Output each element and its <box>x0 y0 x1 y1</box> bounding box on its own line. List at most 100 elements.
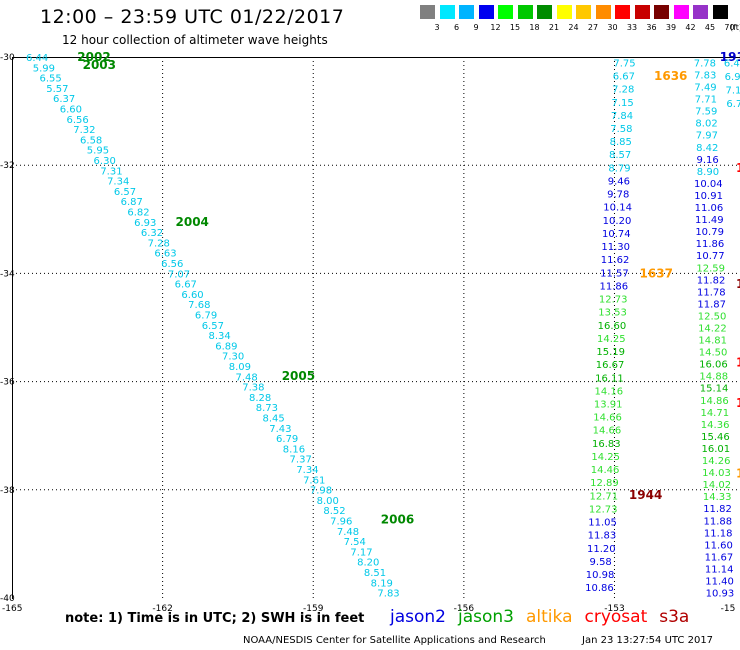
track-b-swh-label: 8.57 <box>609 150 631 161</box>
track-b-swh-label: 7.28 <box>612 85 634 96</box>
map-plot[interactable] <box>12 57 740 599</box>
track-c-swh-label: 14.50 <box>699 348 728 359</box>
track-a-swh-label: 7.54 <box>344 537 366 548</box>
mission-altika: altika <box>526 607 573 627</box>
track-a-swh-label: 6.55 <box>39 74 61 85</box>
track-a-swh-label: 7.37 <box>290 455 312 466</box>
track-b-swh-label: 9.78 <box>607 190 629 201</box>
track-c-swh-label: 14.03 <box>702 468 731 479</box>
legend-label-33: 33 <box>626 23 638 32</box>
track-c-swh-label: 11.67 <box>705 552 734 563</box>
legend-swatch-15 <box>498 5 513 19</box>
legend-label-39: 39 <box>665 23 677 32</box>
track-a-swh-label: 5.57 <box>46 84 68 95</box>
track-a-swh-label: 6.44 <box>26 53 48 64</box>
track-a-swh-label: 8.16 <box>283 444 305 455</box>
legend-swatch-9 <box>459 5 474 19</box>
track-a-swh-label: 8.28 <box>249 393 271 404</box>
legend-swatch-70 <box>712 5 728 19</box>
track-a-swh-label: 7.61 <box>303 475 325 486</box>
mission-s3a: s3a <box>659 607 690 627</box>
legend-swatch-36 <box>634 5 650 19</box>
legend-swatch-12 <box>478 5 494 19</box>
track-a-swh-label: 6.79 <box>195 310 217 321</box>
track-b-swh-label: 11.83 <box>588 531 617 542</box>
track-b-swh-label: 11.86 <box>600 281 629 292</box>
y-tick-label: -36 <box>0 378 15 388</box>
legend-swatch-24 <box>556 5 572 19</box>
mission-legend: jason2 jason3 altika cryosat s3a <box>390 607 701 627</box>
track-c-swh-label: 15.46 <box>701 432 730 443</box>
legend-label-24: 24 <box>568 23 579 32</box>
track-c-swh-label: 11.40 <box>705 577 734 588</box>
track-b-swh-label: 11.57 <box>600 268 629 279</box>
track-a-time-label: 2002 <box>77 50 110 64</box>
legend-swatch-39 <box>654 5 669 19</box>
legend-swatch-27 <box>576 5 591 19</box>
track-b-swh-label: 12.71 <box>589 491 618 502</box>
track-c-swh-label: 14.88 <box>699 372 728 383</box>
track-c-swh-label: 7.71 <box>695 95 717 106</box>
track-c-swh-label: 10.79 <box>695 227 724 238</box>
legend-label-30: 30 <box>607 23 618 32</box>
track-c-swh-label: 9.16 <box>696 155 718 166</box>
track-b-swh-label: 16.11 <box>595 373 624 384</box>
track-c-swh-label: 8.42 <box>696 143 718 154</box>
track-a-swh-label: 6.57 <box>202 321 224 332</box>
track-a-swh-label: 7.38 <box>242 383 264 394</box>
x-tick-label: -165 <box>2 604 22 614</box>
track-b-swh-label: 10.14 <box>603 203 632 214</box>
track-a-swh-label: 7.17 <box>350 547 372 558</box>
track-d-time-label: 131 <box>736 396 740 410</box>
x-tick-label: -156 <box>454 604 475 614</box>
track-a-swh-label: 7.83 <box>377 589 399 600</box>
track-c-swh-label: 10.91 <box>694 191 723 202</box>
track-b-swh-label: 10.98 <box>586 570 615 581</box>
track-a-swh-label: 7.98 <box>310 486 332 497</box>
track-a-swh-label: 6.79 <box>276 434 298 445</box>
x-tick-label: -162 <box>152 604 172 614</box>
track-c-swh-label: 14.81 <box>698 336 727 347</box>
legend-label-45: 45 <box>704 23 716 32</box>
track-b-swh-label: 11.30 <box>601 242 630 253</box>
track-b-swh-label: 16.67 <box>596 360 625 371</box>
track-b-time-label: 1944 <box>629 488 662 502</box>
track-a-swh-label: 7.28 <box>148 238 170 249</box>
x-tick-label: -159 <box>303 604 324 614</box>
track-a-swh-label: 8.34 <box>208 331 230 342</box>
track-a-swh-label: 7.68 <box>188 300 210 311</box>
y-tick-label: -30 <box>0 53 15 63</box>
y-tick-label: -40 <box>0 594 15 604</box>
track-c-swh-label: 14.22 <box>698 324 727 335</box>
track-c-swh-label: 11.88 <box>704 516 733 527</box>
track-a-swh-label: 6.57 <box>114 187 136 198</box>
track-a-swh-label: 5.95 <box>87 146 109 157</box>
track-c-swh-label: 10.04 <box>694 179 723 190</box>
track-a-swh-label: 5.99 <box>33 63 55 74</box>
legend-swatch-18 <box>517 5 533 19</box>
legend-label-70: 70 <box>724 23 735 32</box>
credit-line: NOAA/NESDIS Center for Satellite Applica… <box>243 635 546 646</box>
legend-label-21: 21 <box>548 23 560 32</box>
track-c-swh-label: 11.49 <box>695 215 724 226</box>
track-a-swh-label: 6.63 <box>154 249 176 260</box>
track-a-swh-label: 6.60 <box>60 104 82 115</box>
mission-jason3: jason3 <box>458 607 514 627</box>
track-b-swh-label: 14.66 <box>593 413 622 424</box>
track-c-swh-label: 11.82 <box>703 504 732 515</box>
track-a-swh-label: 6.30 <box>94 156 116 167</box>
track-a-swh-label: 8.51 <box>364 568 386 579</box>
track-d-time-label: 1313 <box>736 161 740 175</box>
track-c-swh-label: 10.93 <box>706 589 735 600</box>
track-d-time-label: 1312 <box>736 356 740 370</box>
track-a-swh-label: 7.48 <box>337 527 359 538</box>
track-b-swh-label: 14.66 <box>593 426 622 437</box>
track-a-swh-label: 6.67 <box>175 280 197 291</box>
track-a-swh-label: 8.52 <box>323 506 345 517</box>
track-a-swh-label: 6.32 <box>141 228 163 239</box>
track-a-swh-label: 8.20 <box>357 558 379 569</box>
track-b-swh-label: 7.58 <box>610 124 632 135</box>
track-b-swh-label: 15.19 <box>596 347 625 358</box>
track-c-time-label: 1943 <box>736 277 740 291</box>
track-c-time-label: 1634 <box>736 467 740 481</box>
